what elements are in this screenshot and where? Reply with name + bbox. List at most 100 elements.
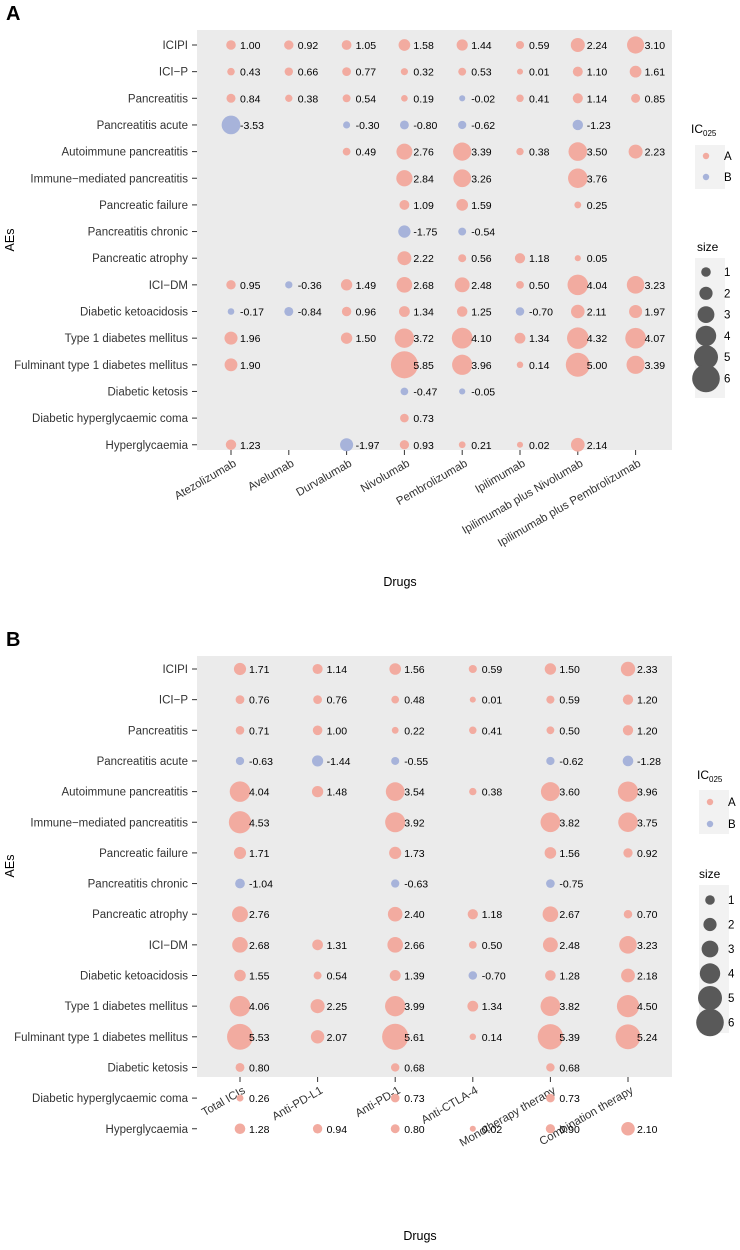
- panel-b-point: [622, 694, 634, 705]
- panel-a-value-label: 1.18: [529, 253, 550, 265]
- panel-b-value-label: 3.92: [404, 817, 425, 829]
- panel-b-point: [389, 846, 402, 860]
- panel-a-value-label: -0.47: [413, 386, 437, 398]
- legend-a-size-title: size: [697, 240, 719, 254]
- panel-b-value-label: 3.99: [404, 1001, 425, 1013]
- panel-b-point: [235, 878, 245, 889]
- panel-a-value-label: 0.85: [645, 93, 666, 105]
- panel-b-value-label: 2.66: [404, 940, 425, 952]
- panel-a-y-tick-label: Pancreatic failure: [99, 200, 188, 212]
- panel-a-y-tick-label: Pancreatitis chronic: [88, 227, 189, 239]
- panel-a-value-label: 0.95: [240, 280, 261, 292]
- panel-a-value-label: 3.72: [413, 333, 434, 345]
- panel-b-y-tick-labels: ICIPI ICI−P Pancreatitis Pancreatitis acute…: [14, 664, 188, 1136]
- panel-a-point: [226, 93, 236, 103]
- legend-a-size-label: 3: [724, 310, 730, 322]
- legend-a-size-key: [695, 325, 717, 347]
- panel-a-x-tick-label: Ipilimumab: [473, 458, 527, 496]
- panel-b-point: [385, 812, 406, 833]
- panel-b-value-label: 5.24: [637, 1032, 658, 1044]
- legend-b-color-title-main: IC: [697, 768, 709, 782]
- panel-a-point: [568, 142, 588, 161]
- panel-a-y-tick-label: ICIPI: [162, 40, 188, 52]
- panel-b-y-tick-label: Pancreatitis: [128, 725, 188, 737]
- panel-a-value-label: 1.25: [471, 307, 492, 319]
- panel-b-point: [546, 756, 555, 766]
- panel-a-value-label: 0.19: [413, 93, 434, 105]
- panel-b-value-label: 0.70: [637, 909, 658, 921]
- legend-b-color-key-bg: [699, 790, 729, 834]
- panel-b-value-label: -0.70: [482, 971, 506, 983]
- panel-a-point: [453, 169, 472, 188]
- panel-b-value-label: 1.55: [249, 971, 270, 983]
- panel-b-plot-area: [197, 656, 672, 1077]
- legend-a-size-label: 6: [724, 374, 730, 386]
- panel-b-legend: IC025 AB size 1 2 3 4 5 6: [696, 768, 736, 1037]
- panel-a-point: [456, 306, 468, 317]
- legend-a-group-label: A: [724, 151, 732, 163]
- panel-a-x-axis-title: Drugs: [383, 575, 416, 589]
- panel-b-value-label: 2.67: [559, 909, 580, 921]
- panel-a-value-label: 0.41: [529, 93, 550, 105]
- panel-b-value-label: -0.62: [559, 756, 583, 768]
- panel-a-point: [459, 388, 466, 395]
- legend-a-size-key: [699, 286, 713, 300]
- panel-a-point: [572, 93, 583, 104]
- panel-a-point: [342, 67, 351, 77]
- panel-a-point: [631, 93, 641, 103]
- panel-b-point: [312, 755, 324, 767]
- panel-b-value-label: 2.18: [637, 971, 658, 983]
- panel-b-value-label: 4.53: [249, 817, 270, 829]
- panel-b-value-label: 5.53: [249, 1032, 270, 1044]
- panel-b-y-tick-label: Hyperglycaemia: [106, 1124, 189, 1136]
- panel-a-point: [453, 142, 472, 161]
- panel-b-y-tick-label: ICIPI: [162, 664, 188, 676]
- legend-b-size-label: 5: [728, 993, 734, 1005]
- panel-a-point: [565, 352, 590, 377]
- panel-a-y-tick-label: Pancreatic atrophy: [92, 253, 188, 265]
- panel-a-value-label: 0.56: [471, 253, 492, 265]
- panel-a-point: [458, 120, 467, 130]
- panel-b-value-label: -1.44: [327, 756, 351, 768]
- panel-b-value-label: 0.80: [249, 1062, 270, 1074]
- panel-b-value-label: 2.40: [404, 909, 425, 921]
- panel-b-point: [618, 812, 638, 832]
- panel-b-point: [232, 906, 248, 923]
- panel-a-value-label: -0.17: [240, 307, 264, 319]
- panel-a-value-label: 0.73: [413, 413, 434, 425]
- panel-b-point: [546, 1093, 555, 1103]
- panel-a-value-label: 2.48: [471, 280, 492, 292]
- panel-b-value-label: 0.02: [482, 1124, 503, 1136]
- panel-a-point: [284, 67, 293, 76]
- panel-b-point: [537, 1024, 564, 1050]
- panel-b-y-tick-label: Pancreatic atrophy: [92, 909, 188, 921]
- legend-b-group-key: [706, 820, 714, 828]
- panel-a-value-label: 0.32: [413, 67, 434, 79]
- panel-b-point: [468, 971, 478, 980]
- panel-b-point: [617, 781, 639, 802]
- panel-a-value-label: -0.80: [413, 120, 437, 132]
- panel-a-y-tick-label: Autoimmune pancreatitis: [61, 147, 188, 159]
- legend-a-color-title-main: IC: [691, 122, 703, 136]
- legend-b-group-label: A: [728, 797, 736, 809]
- panel-a-point: [568, 168, 588, 189]
- panel-a-y-tick-label: Pancreatitis: [128, 93, 188, 105]
- panel-b-point: [469, 787, 477, 796]
- panel-b-y-tick-label: Type 1 diabetes mellitus: [65, 1001, 189, 1013]
- panel-a-value-label: 3.50: [587, 147, 608, 159]
- legend-b-size-key: [699, 963, 721, 984]
- panel-b-value-label: -1.04: [249, 879, 273, 891]
- panel-b-value-label: 3.60: [559, 787, 580, 799]
- panel-b: B Drugs AEs ICIPI ICI−P Pancreatitis Pancre…: [3, 629, 672, 1243]
- panel-b-point: [229, 995, 251, 1017]
- panel-a-point: [454, 277, 470, 293]
- panel-a-value-label: 0.21: [471, 440, 492, 452]
- panel-b-point: [467, 909, 478, 920]
- panel-a: A Drugs AEs ICIPI ICI−P Pancreatitis Pancre…: [3, 3, 672, 589]
- panel-a-value-label: 5.00: [587, 360, 608, 372]
- panel-a-point: [340, 438, 354, 452]
- panel-a-point: [627, 36, 645, 54]
- panel-a-value-label: 0.50: [529, 280, 550, 292]
- panel-b-value-label: 0.73: [404, 1093, 425, 1105]
